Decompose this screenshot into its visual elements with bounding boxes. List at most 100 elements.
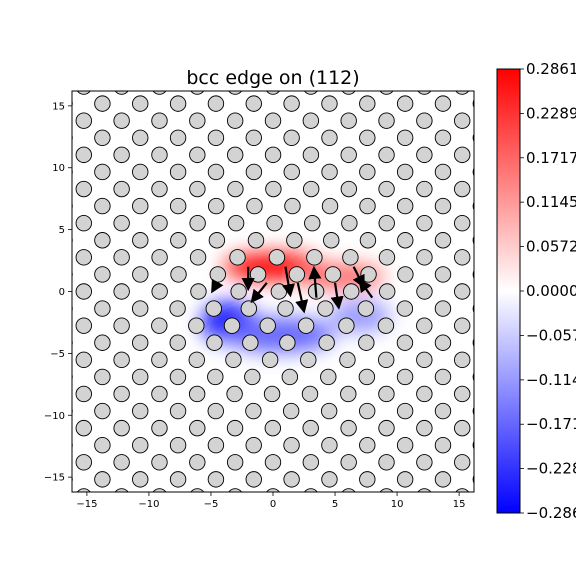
atom [320, 402, 338, 420]
atom [151, 146, 168, 164]
atom [379, 488, 394, 492]
atom [259, 317, 276, 334]
atom [454, 385, 471, 403]
atom [434, 437, 452, 454]
atom [170, 266, 187, 283]
atom [75, 351, 92, 369]
atom [189, 112, 206, 129]
atom [396, 129, 414, 146]
atom [170, 232, 187, 249]
atom [472, 406, 474, 416]
atom [359, 95, 376, 112]
atom [416, 112, 433, 129]
atom [245, 163, 263, 181]
atom [378, 419, 395, 437]
x-tick-label: 5 [332, 499, 338, 510]
y-tick-label: −15 [44, 473, 65, 484]
colorbar-tick-label: −0.1717 [526, 415, 576, 433]
atom [454, 214, 471, 232]
atom [240, 300, 258, 317]
atom [132, 232, 149, 249]
atom [434, 300, 452, 317]
atom [454, 454, 471, 471]
atom [378, 146, 395, 164]
atom [304, 214, 321, 232]
atom [94, 266, 111, 283]
atom [94, 232, 111, 249]
y-axis: −15 −10 −5 0 5 10 15 [44, 101, 72, 484]
atom [205, 300, 222, 317]
colorbar-tick-label: −0.2861 [526, 504, 576, 522]
atom [264, 419, 282, 437]
colorbar-tick-label: 0.1145 [526, 193, 576, 211]
atom [302, 112, 320, 129]
displacement-arrow [211, 278, 224, 294]
displacement-arrow [358, 278, 374, 299]
atom [76, 91, 91, 95]
atom [245, 95, 262, 112]
atom [321, 129, 338, 146]
colorbar [496, 68, 521, 514]
atom [169, 163, 187, 181]
colorbar-tick-label: 0.0000 [526, 282, 576, 300]
atom [169, 368, 187, 386]
atom [396, 197, 414, 215]
atom [416, 146, 433, 164]
colorbar-axis: 0.2861 0.2289 0.1717 0.1145 0.0572 0.0000 −0.0… [520, 60, 576, 522]
atom [169, 95, 187, 112]
atom [434, 129, 452, 146]
atom [378, 214, 395, 232]
atom [378, 454, 395, 471]
atom [320, 368, 337, 386]
atom [169, 129, 187, 146]
atom [207, 402, 224, 420]
plot-area [72, 91, 474, 492]
atom [264, 112, 282, 129]
atom [454, 180, 471, 198]
atom [266, 488, 280, 492]
chart-title: bcc edge on (112) [186, 67, 359, 89]
atom [113, 351, 130, 369]
atom [472, 235, 474, 245]
atom [454, 112, 471, 129]
atom [207, 368, 224, 386]
atom [359, 163, 376, 181]
atom [283, 95, 300, 112]
atom [75, 454, 92, 471]
atom [340, 419, 357, 437]
atom [190, 283, 207, 300]
atom [223, 317, 241, 334]
atom [151, 419, 168, 437]
atom [245, 402, 262, 420]
atom [75, 214, 92, 232]
atom [454, 351, 471, 369]
atom [169, 334, 186, 351]
atom [378, 351, 395, 369]
atom [94, 95, 111, 112]
atom [151, 112, 168, 129]
atom [472, 474, 474, 484]
atom [226, 146, 244, 164]
atom [340, 385, 357, 403]
atom [151, 317, 168, 334]
atom [132, 129, 149, 146]
atom [72, 305, 73, 313]
atom-lattice [72, 91, 474, 492]
atom [434, 232, 452, 249]
atom [397, 266, 414, 283]
atom [416, 351, 433, 369]
atom [323, 232, 340, 249]
atom [339, 351, 356, 369]
atom [169, 437, 187, 454]
atom [72, 441, 73, 449]
atom [225, 351, 242, 369]
atom [113, 454, 130, 471]
x-axis: −15 −10 −5 0 5 10 15 [76, 492, 465, 510]
atom [378, 112, 395, 129]
atom [189, 454, 206, 471]
atom [94, 402, 111, 420]
y-tick-label: 0 [59, 287, 65, 298]
atom [270, 283, 288, 300]
atom [72, 270, 73, 278]
atom [249, 266, 267, 283]
